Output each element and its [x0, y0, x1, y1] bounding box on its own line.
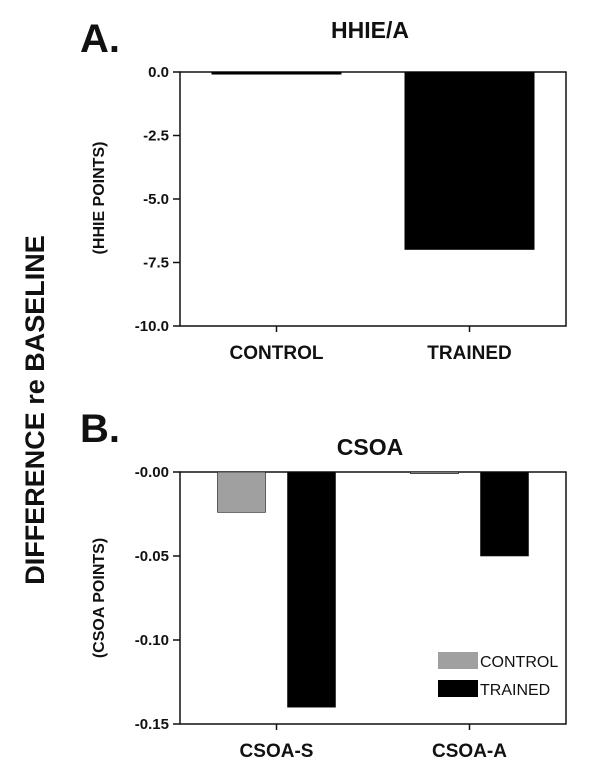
x-category-label: CSOA-A — [432, 741, 507, 762]
bar-trained-csoa-a — [480, 471, 529, 557]
x-category-label: CSOA-S — [240, 741, 314, 762]
y-tick-label: -0.10 — [135, 632, 169, 649]
legend-swatch-control — [438, 652, 478, 669]
x-category-label: CONTROL — [230, 343, 324, 364]
panel-b-title: CSOA — [337, 434, 403, 460]
y-tick-label: 0.0 — [148, 64, 169, 81]
y-tick-label: -10.0 — [135, 318, 169, 335]
legend-label-trained: TRAINED — [480, 682, 550, 699]
panel-b-plot-area: -0.00 -0.05 -0.10 -0.15 CSOA-S CSOA-A — [135, 464, 567, 762]
panel-b-y-axis-label: (CSOA POINTS) — [91, 538, 108, 658]
bar-trained — [404, 72, 535, 250]
panel-a-y-axis-label: (HHIE POINTS) — [91, 142, 108, 255]
bar-control-csoa-a — [410, 471, 459, 474]
panel-a-chart: A. HHIE/A (HHIE POINTS) 0.0 -2.5 -5.0 -7.5 -… — [80, 17, 567, 364]
y-tick-label: -0.15 — [135, 716, 169, 733]
bar-control — [211, 72, 342, 75]
panel-a-letter: A. — [80, 17, 120, 61]
y-tick-label: -2.5 — [143, 128, 169, 145]
panel-a-title: HHIE/A — [331, 17, 409, 43]
legend-label-control: CONTROL — [480, 654, 558, 671]
panel-b-chart: B. CSOA (CSOA POINTS) -0.00-0.05-0.10-0.… — [80, 407, 567, 762]
panel-a-plot-area: 0.0 -2.5 -5.0 -7.5 -10.0 CONTROL TRAINED — [135, 64, 567, 364]
y-tick-label: -0.00 — [135, 464, 169, 481]
x-category-label: TRAINED — [427, 343, 511, 364]
y-tick-label: -7.5 — [143, 255, 169, 272]
y-tick-label: -5.0 — [143, 191, 169, 208]
bar-trained-csoa-s — [287, 471, 336, 708]
panel-b-letter: B. — [80, 407, 120, 451]
shared-y-axis-label: DIFFERENCE re BASELINE — [20, 235, 50, 585]
legend-swatch-trained — [438, 680, 478, 697]
bar-control-csoa-s — [217, 471, 266, 513]
panel-b-legend: CONTROL TRAINED — [438, 652, 558, 699]
y-tick-label: -0.05 — [135, 548, 169, 565]
plot-frame — [179, 471, 567, 725]
